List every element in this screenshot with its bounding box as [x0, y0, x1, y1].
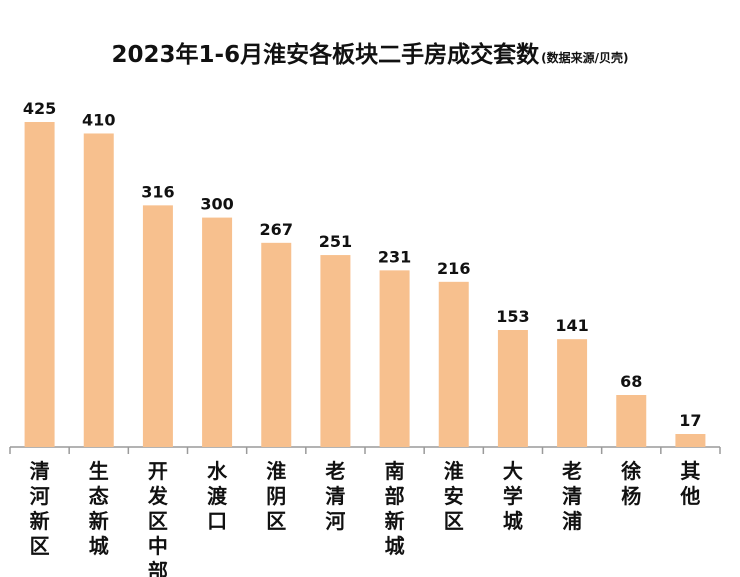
data-label: 216	[437, 259, 470, 278]
category-label: 水渡口	[207, 459, 228, 533]
bar	[497, 330, 528, 447]
bar	[83, 133, 114, 447]
data-label: 410	[82, 110, 115, 129]
bars-group	[24, 122, 706, 447]
data-label: 300	[200, 195, 233, 214]
category-label: 徐杨	[620, 459, 641, 508]
bar	[24, 122, 55, 447]
bar	[438, 281, 469, 447]
chart-title-main: 2023年1-6月淮安各板块二手房成交套数	[112, 41, 541, 68]
data-label: 251	[319, 232, 352, 251]
chart-title: 2023年1-6月淮安各板块二手房成交套数 (数据来源/贝壳)	[112, 41, 629, 68]
category-label: 老清河	[325, 459, 345, 533]
bar	[675, 434, 706, 447]
bar	[142, 205, 173, 447]
category-label: 生态新城	[89, 459, 109, 558]
bar	[616, 395, 647, 447]
category-label: 淮安区	[444, 459, 464, 533]
data-label: 153	[496, 307, 529, 326]
data-label: 231	[378, 247, 411, 266]
data-label: 267	[260, 220, 293, 239]
category-label: 南部新城	[385, 459, 405, 558]
category-label: 清河新区	[30, 459, 50, 558]
value-labels-group: 425 410 316 300 267 251 231 216 153 141 68 17	[23, 99, 702, 430]
data-label: 141	[555, 316, 588, 335]
x-axis-ticks	[9, 447, 721, 454]
category-label: 大学城	[503, 459, 523, 533]
bar	[261, 242, 292, 447]
category-label: 淮阴区	[266, 459, 286, 533]
chart-subtitle: (数据来源/贝壳)	[541, 50, 628, 65]
data-label: 68	[620, 372, 642, 391]
data-label: 425	[23, 99, 56, 118]
bar	[202, 217, 233, 447]
data-label: 316	[141, 182, 174, 201]
bar	[379, 270, 410, 447]
bar	[320, 255, 351, 447]
bar	[557, 339, 588, 447]
category-label: 老清浦	[562, 459, 582, 533]
category-label: 其他	[679, 459, 700, 508]
data-label: 17	[679, 411, 701, 430]
category-label: 开发区中部	[147, 459, 169, 577]
